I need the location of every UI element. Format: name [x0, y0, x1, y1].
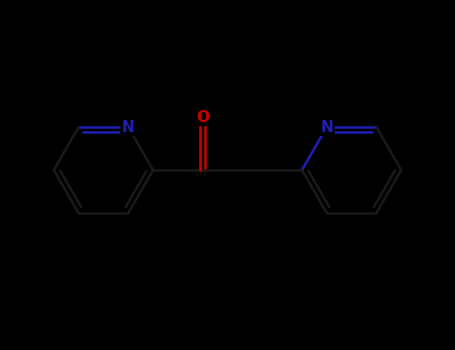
Text: O: O	[196, 110, 209, 125]
Text: N: N	[122, 120, 135, 134]
Text: N: N	[320, 120, 333, 134]
